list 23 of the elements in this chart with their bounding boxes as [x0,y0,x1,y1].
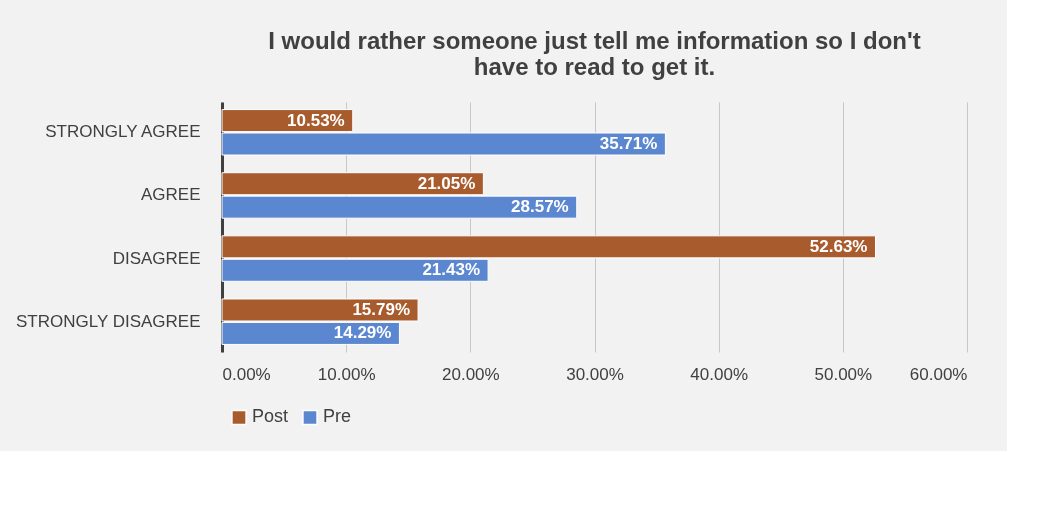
data-label: 21.05% [417,173,476,193]
data-label: 52.63% [809,236,868,256]
text: have to read to get it. [473,53,716,80]
x-tick-label: 20.00% [442,364,500,384]
x-tick-label: 40.00% [690,364,748,384]
data-label: 28.57% [511,197,569,217]
data-label: 21.43% [422,260,481,280]
y-tick-label: DISAGREE [112,248,201,268]
y-tick-label: STRONGLY DISAGREE [15,311,201,331]
data-label: 10.53% [287,110,345,130]
x-tick-label: 30.00% [566,364,624,384]
x-tick-label: 10.00% [317,364,376,384]
legend-label: Post [252,406,289,427]
x-tick-label: 60.00% [909,364,968,384]
data-label: 15.79% [352,299,411,319]
x-tick-label: 50.00% [814,364,873,384]
y-tick-label: STRONGLY AGREE [45,122,201,142]
data-label: 35.71% [599,134,658,154]
y-tick-label: AGREE [140,185,201,205]
x-tick-label: 0.00% [222,364,271,384]
legend-label: Pre [323,406,352,427]
data-label: 14.29% [333,323,392,343]
text: I would rather someone just tell me information so I don't [268,27,921,54]
